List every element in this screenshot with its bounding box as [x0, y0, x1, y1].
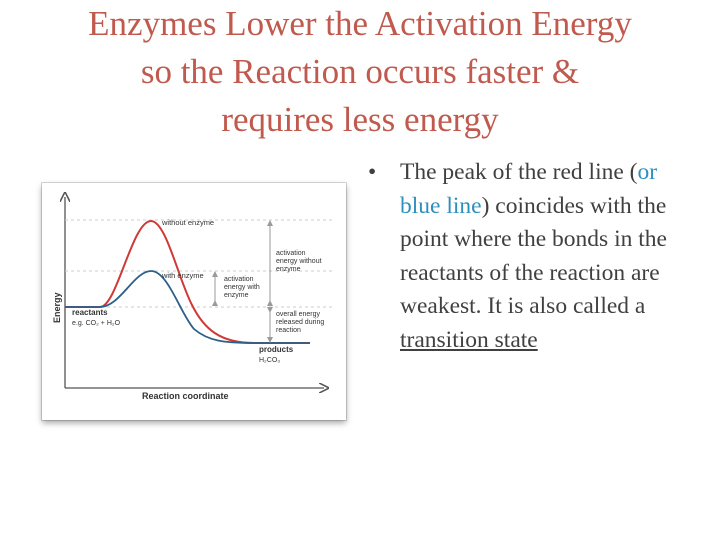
bullet-text-blue: or blue line — [400, 159, 658, 219]
label-activation-without-2: energy without — [276, 258, 322, 265]
label-without-enzyme: without enzyme — [161, 218, 214, 227]
energy-diagram: without enzyme with enzyme activation en… — [42, 183, 346, 420]
label-activation-with-3: enzyme — [224, 292, 249, 299]
y-axis-label: Energy — [52, 292, 62, 323]
title-line-1: Enzymes Lower the Activation Energy — [88, 4, 632, 43]
label-activation-with-2: energy with — [224, 284, 260, 291]
bullet-text-part-3: ) coincides with the point where the bon… — [400, 192, 667, 320]
label-reactants-formula: e.g. CO₂ + H₂O — [72, 320, 121, 327]
bullet-marker: • — [368, 159, 377, 185]
title-line-2: so the Reaction occurs faster & — [140, 52, 580, 91]
bullet-text: The peak of the red line (or blue line) … — [400, 156, 688, 357]
label-overall-3: reaction — [276, 327, 301, 334]
label-products: products — [259, 345, 294, 354]
title-line-3: requires less energy — [221, 100, 499, 139]
bullet-text-part-1: The peak of the red line ( — [400, 159, 638, 185]
curve-without-enzyme — [65, 219, 310, 344]
label-products-formula: H₂CO₃ — [259, 357, 280, 364]
label-activation-without-1: activation — [276, 250, 306, 257]
label-activation-without-3: enzyme — [276, 266, 301, 273]
label-overall-2: released during — [276, 319, 324, 326]
bullet-point: • The peak of the red line (or blue line… — [368, 156, 688, 357]
x-axis-label: Reaction coordinate — [142, 391, 229, 401]
slide-title: Enzymes Lower the Activation Energy so t… — [20, 0, 700, 144]
curve-with-enzyme — [65, 270, 310, 344]
label-reactants: reactants — [72, 308, 108, 317]
label-activation-with-1: activation — [224, 276, 254, 283]
label-overall-1: overall energy — [276, 311, 320, 318]
label-with-enzyme: with enzyme — [161, 271, 204, 280]
energy-diagram-svg: without enzyme with enzyme activation en… — [52, 183, 332, 401]
transition-state-link[interactable]: transition state — [400, 326, 538, 353]
